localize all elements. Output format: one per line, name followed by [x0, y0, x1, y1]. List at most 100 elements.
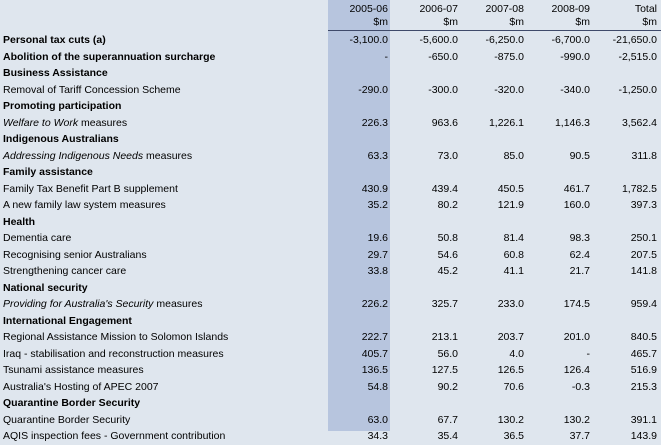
cell-2007-08: 233.0: [497, 298, 524, 310]
cell-2008-09: 62.4: [569, 248, 590, 261]
cell-2008-09: 160.0: [563, 199, 590, 211]
table-body: Personal tax cuts (a) -3,100.0 -5,600.0 …: [0, 32, 661, 445]
cell-2005-06: -290.0: [358, 83, 388, 96]
cell-2007-08: 85.0: [503, 149, 524, 162]
cell-2006-07: 54.6: [437, 248, 458, 261]
cell-2006-07: 73.0: [437, 149, 458, 162]
cell-2007-08: 60.8: [503, 248, 524, 261]
cell-2008-09: 98.3: [569, 232, 590, 244]
row-label: AQIS inspection fees - Government contri…: [3, 430, 226, 442]
cell-total: -21,650.0: [612, 34, 657, 46]
table-row: Iraq - stabilisation and reconstruction …: [0, 346, 661, 363]
table-header: 2005-06 $m 2006-07 $m 2007-08 $m 2008-09…: [0, 0, 661, 31]
cell-2008-09: -6,700.0: [551, 34, 590, 46]
table-row: A new family law system measures 35.2 80…: [0, 197, 661, 214]
column-year: 2008-09: [551, 3, 590, 15]
cell-2005-06: 63.3: [367, 149, 388, 162]
cell-2005-06: 226.2: [361, 298, 388, 310]
section-heading: International Engagement: [0, 313, 661, 330]
cell-total: 959.4: [630, 298, 657, 310]
column-unit: $m: [642, 16, 657, 28]
cell-2007-08: -6,250.0: [485, 34, 524, 46]
row-label-rest: measures: [143, 149, 193, 162]
row-label: Regional Assistance Mission to Solomon I…: [3, 331, 229, 343]
cell-2006-07: 90.2: [437, 380, 458, 393]
row-label-rest: measures: [153, 298, 203, 310]
cell-2005-06: 33.8: [367, 265, 388, 277]
cell-2005-06: 34.3: [367, 430, 388, 442]
row-label: Health: [3, 215, 36, 228]
row-label: Addressing Indigenous Needs measures: [3, 148, 192, 165]
section-heading: Quarantine Border Security: [0, 395, 661, 412]
table-row: Recognising senior Australians 29.7 54.6…: [0, 247, 661, 264]
row-label: Welfare to Work measures: [3, 115, 127, 132]
column-header-total: Total $m: [591, 3, 657, 29]
cell-total: 215.3: [630, 380, 657, 393]
cell-total: -2,515.0: [618, 50, 657, 63]
cell-total: 141.8: [630, 265, 657, 277]
cell-total: 1,782.5: [621, 182, 657, 195]
cell-2006-07: 439.4: [431, 182, 458, 195]
column-unit: $m: [373, 16, 388, 28]
section-heading: Promoting participation: [0, 98, 661, 115]
column-unit: $m: [509, 16, 524, 28]
column-year: Total: [634, 3, 657, 15]
cell-2005-06: 35.2: [367, 199, 388, 211]
cell-2005-06: 54.8: [367, 380, 388, 393]
cell-2006-07: 963.6: [431, 116, 458, 129]
cell-2006-07: -300.0: [428, 83, 458, 96]
column-unit: $m: [443, 16, 458, 28]
table-row: Family Tax Benefit Part B supplement 430…: [0, 181, 661, 198]
row-label: A new family law system measures: [3, 199, 166, 211]
cell-2005-06: 226.3: [361, 116, 388, 129]
cell-2006-07: 35.4: [437, 430, 458, 442]
row-label-italic: Welfare to Work: [3, 116, 79, 129]
table-row: Quarantine Border Security 63.0 67.7 130…: [0, 412, 661, 429]
cell-total: -1,250.0: [618, 83, 657, 96]
cell-2005-06: -3,100.0: [349, 34, 388, 46]
cell-2008-09: 90.5: [569, 149, 590, 162]
row-label: International Engagement: [3, 314, 132, 327]
header-divider: [328, 30, 661, 31]
row-label: Australia's Hosting of APEC 2007: [3, 380, 159, 393]
cell-2005-06: 405.7: [361, 347, 388, 360]
row-label: Family assistance: [3, 166, 93, 178]
row-label: Indigenous Australians: [3, 133, 119, 145]
cell-2006-07: -5,600.0: [419, 34, 458, 46]
cell-2008-09: 1,146.3: [554, 116, 590, 129]
cell-total: 397.3: [630, 199, 657, 211]
table-row: Removal of Tariff Concession Scheme -290…: [0, 82, 661, 99]
section-heading: Indigenous Australians: [0, 131, 661, 148]
row-label: Dementia care: [3, 232, 72, 244]
cell-2006-07: 67.7: [437, 413, 458, 426]
row-label-italic: Addressing Indigenous Needs: [3, 149, 144, 162]
cell-2005-06: -: [384, 50, 389, 63]
table-row: Dementia care 19.6 50.8 81.4 98.3 250.1: [0, 230, 661, 247]
cell-2008-09: 174.5: [563, 298, 590, 310]
cell-2008-09: 130.2: [563, 413, 590, 426]
cell-2007-08: 1,226.1: [488, 116, 524, 129]
row-label: National security: [3, 281, 88, 294]
cell-2006-07: 50.8: [437, 232, 458, 244]
cell-2007-08: -875.0: [494, 50, 524, 63]
cell-total: 3,562.4: [621, 116, 657, 129]
cell-total: 207.5: [630, 248, 657, 261]
column-unit: $m: [575, 16, 590, 28]
cell-2008-09: 126.4: [563, 364, 590, 376]
section-heading: Health: [0, 214, 661, 231]
cell-2006-07: 45.2: [437, 265, 458, 277]
cell-total: 311.8: [631, 149, 658, 162]
cell-2008-09: -: [586, 347, 591, 360]
cell-2007-08: 81.4: [503, 232, 524, 244]
row-label: Quarantine Border Security: [3, 397, 141, 409]
cell-2007-08: 41.1: [503, 265, 524, 277]
cell-2008-09: 461.7: [563, 182, 590, 195]
cell-2006-07: 213.1: [431, 331, 458, 343]
cell-2005-06: 222.7: [361, 331, 388, 343]
row-label: Iraq - stabilisation and reconstruction …: [3, 347, 224, 360]
cell-2005-06: 29.7: [367, 248, 388, 261]
cell-total: 516.9: [630, 364, 657, 376]
row-label: Business Assistance: [3, 67, 108, 79]
column-header-2008-09: 2008-09 $m: [524, 3, 590, 29]
